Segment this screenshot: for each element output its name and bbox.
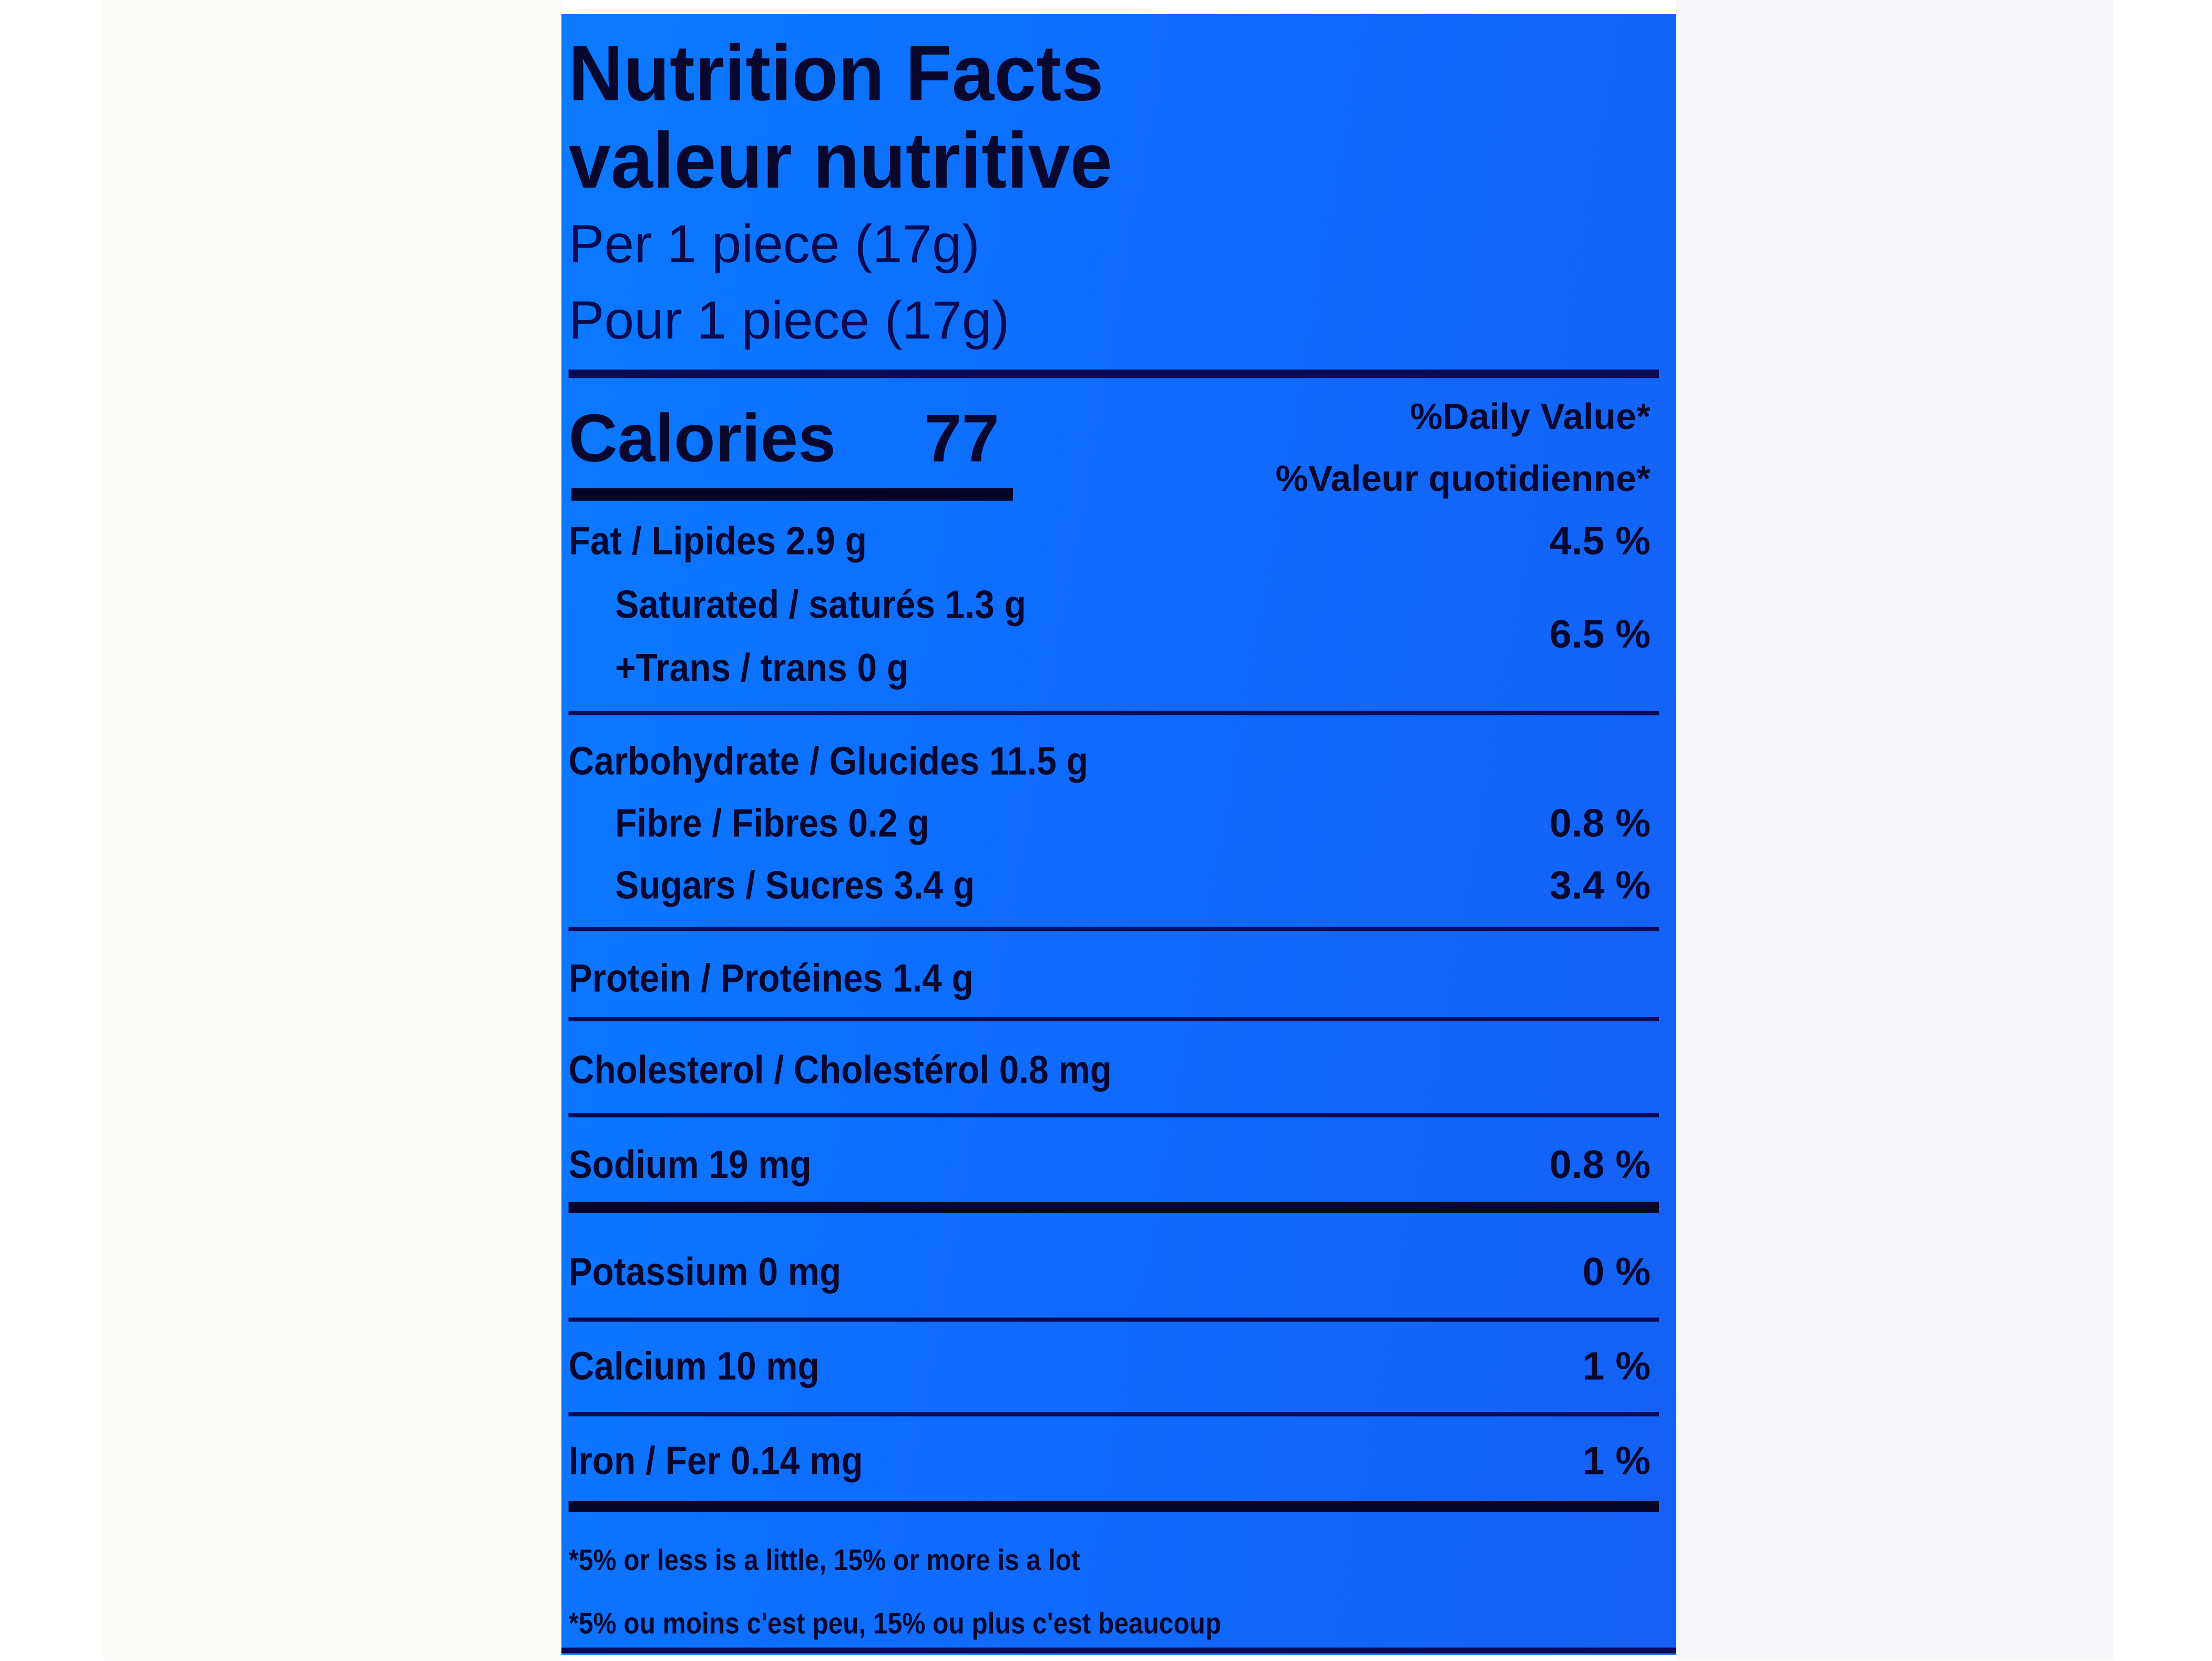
fibre-dv: 0.8 % bbox=[1549, 801, 1651, 845]
footnote-english: *5% or less is a little, 15% or more is … bbox=[568, 1544, 1080, 1577]
daily-value-header-fr: %Valeur quotidienne* bbox=[1275, 457, 1651, 500]
rule-thick bbox=[568, 370, 1660, 378]
calories-label: Calories bbox=[568, 402, 836, 477]
calories-bar bbox=[571, 488, 1013, 501]
rule-thick bbox=[568, 1202, 1660, 1213]
rule-bottom bbox=[561, 1647, 1676, 1654]
protein-row: Protein / Protéines 1.4 g bbox=[568, 956, 974, 1000]
potassium-dv: 0 % bbox=[1582, 1249, 1651, 1294]
saturated-row: Saturated / saturés 1.3 g bbox=[615, 582, 1026, 627]
iron-row: Iron / Fer 0.14 mg bbox=[568, 1439, 863, 1483]
daily-value-header-en: %Daily Value* bbox=[1410, 395, 1651, 437]
trans-row: +Trans / trans 0 g bbox=[615, 646, 909, 690]
rule bbox=[568, 1412, 1660, 1417]
calcium-dv: 1 % bbox=[1582, 1344, 1651, 1388]
rule bbox=[568, 927, 1660, 931]
title-french: valeur nutritive bbox=[568, 116, 1112, 205]
calcium-row: Calcium 10 mg bbox=[568, 1344, 820, 1388]
sugars-dv: 3.4 % bbox=[1549, 863, 1651, 907]
potassium-row: Potassium 0 mg bbox=[568, 1249, 842, 1294]
fibre-row: Fibre / Fibres 0.2 g bbox=[615, 801, 929, 845]
serving-size-french: Pour 1 piece (17g) bbox=[568, 292, 1010, 352]
background-panel-left bbox=[103, 0, 562, 1660]
calories-value: 77 bbox=[924, 402, 1000, 477]
carbohydrate-row: Carbohydrate / Glucides 11.5 g bbox=[568, 739, 1089, 783]
rule bbox=[568, 711, 1660, 715]
sugars-row: Sugars / Sucres 3.4 g bbox=[615, 863, 975, 907]
iron-dv: 1 % bbox=[1582, 1439, 1651, 1483]
rule bbox=[568, 1317, 1660, 1322]
rule bbox=[568, 1017, 1660, 1021]
cholesterol-row: Cholesterol / Cholestérol 0.8 mg bbox=[568, 1048, 1112, 1092]
title-english: Nutrition Facts bbox=[568, 28, 1104, 117]
background-panel-right bbox=[1676, 0, 2114, 1660]
fat-dv: 4.5 % bbox=[1549, 519, 1651, 563]
sodium-row: Sodium 19 mg bbox=[568, 1142, 812, 1186]
rule-thick bbox=[568, 1501, 1660, 1512]
sodium-dv: 0.8 % bbox=[1549, 1142, 1651, 1186]
serving-size-english: Per 1 piece (17g) bbox=[568, 216, 980, 275]
footnote-french: *5% ou moins c'est peu, 15% ou plus c'es… bbox=[568, 1608, 1222, 1641]
nutrition-facts-label: Nutrition Facts valeur nutritive Per 1 p… bbox=[561, 14, 1676, 1655]
rule bbox=[568, 1113, 1660, 1117]
fat-row: Fat / Lipides 2.9 g bbox=[568, 519, 867, 563]
saturated-trans-dv: 6.5 % bbox=[1549, 612, 1651, 656]
